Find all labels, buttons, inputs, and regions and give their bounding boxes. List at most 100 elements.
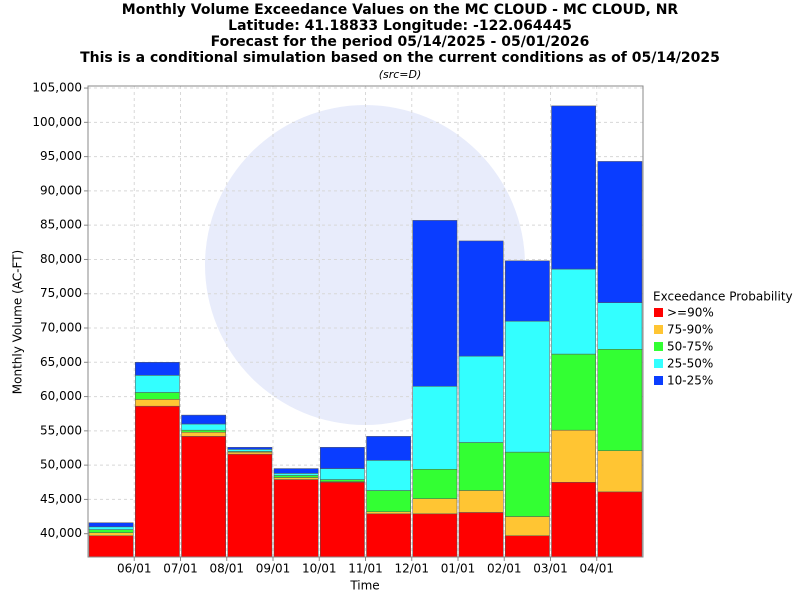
x-tick-label: 10/01 [302,562,337,576]
bar-segment [458,355,504,443]
bar-segment [88,529,134,533]
legend-label: 50-75% [667,340,713,354]
bar-segment [227,453,273,558]
bar-segment [458,240,504,357]
x-tick-label: 04/01 [579,562,614,576]
bar-segment [551,482,596,558]
bar-segment [458,442,504,491]
bar-segment [273,477,319,480]
bar-segment [597,450,643,493]
bar-segment [412,468,458,499]
legend-swatch [654,359,663,368]
bar-segment [551,353,596,431]
legend-swatch [654,308,663,317]
bar-segment [551,105,596,270]
y-tick-label: 60,000 [40,389,82,403]
bar-segment [366,513,411,558]
bar-segment [273,473,319,476]
x-tick-label: 12/01 [394,562,429,576]
source-note: (src=D) [379,68,422,81]
bar-segment [88,532,134,536]
bar-segment [181,431,226,437]
bar-segment [366,511,411,515]
legend-label: 10-25% [667,374,713,388]
bar-segment [551,268,596,355]
bar-segment [181,423,226,431]
x-tick-label: 02/01 [487,562,522,576]
y-tick-label: 50,000 [40,458,82,472]
plot-border [87,85,644,558]
bar-segment [135,399,180,407]
bar-segment [320,468,365,480]
legend-label: 25-50% [667,357,713,371]
bar-segment [273,479,319,558]
chart-subtitle: Forecast for the period 05/14/2025 - 05/… [211,34,590,50]
bar-segment [273,475,319,478]
bar-segment [551,429,596,483]
bar-segment [135,375,180,393]
bar-segment [88,522,134,528]
bar-segment [412,386,458,470]
bar-segment [320,482,365,558]
bar-segment [273,468,319,474]
legend-swatch [654,342,663,351]
legend-label: >=90% [667,306,714,320]
bar-segment [597,161,643,303]
bar-segment [320,447,365,469]
x-tick-label: 07/01 [163,562,198,576]
x-tick-label: 06/01 [117,562,152,576]
bar-segment [505,320,550,453]
y-tick-label: 70,000 [40,321,82,335]
y-tick-label: 40,000 [40,526,82,540]
y-tick-label: 90,000 [40,183,82,197]
bar-segment [505,260,550,322]
bar-segment [88,526,134,530]
bar-segment [412,498,458,515]
bar-segment [597,302,643,350]
y-tick-label: 75,000 [40,286,82,300]
bar-segment [181,429,226,433]
bar-segment [458,490,504,513]
bar-segment [505,535,550,558]
y-tick-label: 55,000 [40,423,82,437]
bar-segment [412,513,458,558]
bar-segment [597,491,643,558]
y-tick-label: 65,000 [40,355,82,369]
chart-subtitle: Latitude: 41.18833 Longitude: -122.06444… [228,18,572,34]
bar-segment [505,516,550,536]
bar-segment [135,362,180,376]
y-axis-label: Monthly Volume (AC-FT) [11,250,25,394]
legend-title: Exceedance Probability [653,290,793,304]
y-tick-label: 85,000 [40,218,82,232]
bar-segment [135,392,180,400]
x-tick-label: 09/01 [256,562,291,576]
bar-segment [597,349,643,451]
bar-segment [320,479,365,482]
bar-segment [227,447,273,450]
legend-swatch [654,325,663,334]
x-tick-label: 08/01 [209,562,244,576]
bar-segment [227,449,273,452]
bar-segment [458,512,504,558]
bar-segment [181,436,226,558]
y-tick-label: 105,000 [32,81,82,95]
y-tick-label: 80,000 [40,252,82,266]
bar-segment [366,460,411,491]
legend-label: 75-90% [667,323,713,337]
bar-segment [366,490,411,513]
chart-title: Monthly Volume Exceedance Values on the … [122,2,679,18]
legend-swatch [654,376,663,385]
bar-segment [227,451,273,455]
y-tick-label: 100,000 [32,115,82,129]
y-tick-label: 95,000 [40,149,82,163]
bar-segment [366,436,411,461]
x-axis-label: Time [349,579,379,593]
bar-segment [88,535,134,558]
bar-segment [181,414,226,425]
bar-segment [412,220,458,387]
chart-subtitle: This is a conditional simulation based o… [80,50,720,66]
x-tick-label: 11/01 [348,562,383,576]
x-tick-label: 01/01 [441,562,476,576]
x-tick-label: 03/01 [533,562,568,576]
